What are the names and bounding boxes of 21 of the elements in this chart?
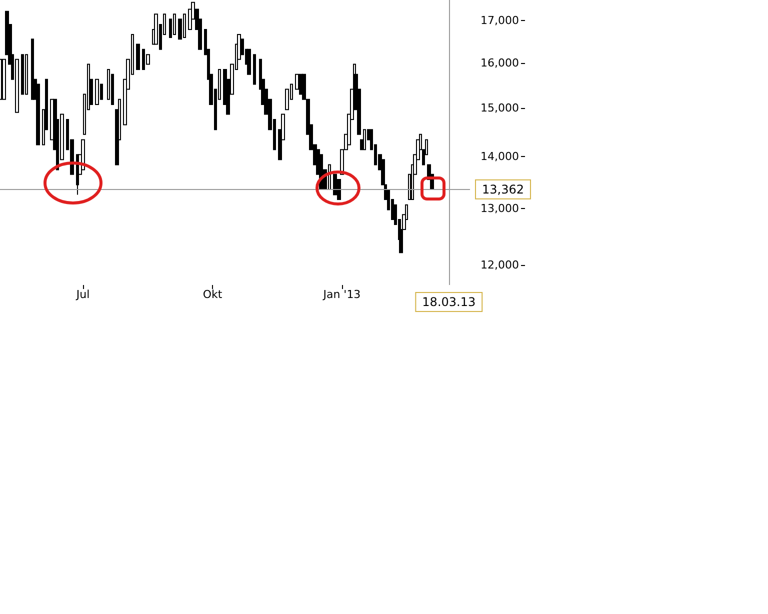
ref-line-label: 13,362 (482, 182, 524, 196)
candlestick (95, 78, 99, 105)
candlestick (25, 54, 28, 95)
y-tick-label: 16,000 (480, 56, 519, 70)
y-tick-label: 13,000 (480, 202, 519, 216)
candlestick (253, 54, 256, 85)
y-tick-label: 14,000 (480, 150, 519, 164)
y-tick-label: 15,000 (480, 102, 519, 115)
candlestick (136, 44, 140, 70)
candlestick (31, 38, 34, 100)
candlestick (2, 58, 6, 100)
y-tick-label: 12,000 (480, 258, 519, 272)
candlestick (173, 14, 176, 36)
x-tick-label: Okt (202, 288, 223, 301)
ref-line-label: 18.03.13 (422, 295, 476, 309)
y-tick-label: 17,000 (480, 14, 519, 27)
x-tick-label: Jan '13 (322, 288, 361, 301)
candlestick (363, 129, 366, 150)
x-tick-label: Jul (75, 288, 90, 301)
candlestick (21, 54, 24, 95)
candlestick (247, 48, 251, 75)
